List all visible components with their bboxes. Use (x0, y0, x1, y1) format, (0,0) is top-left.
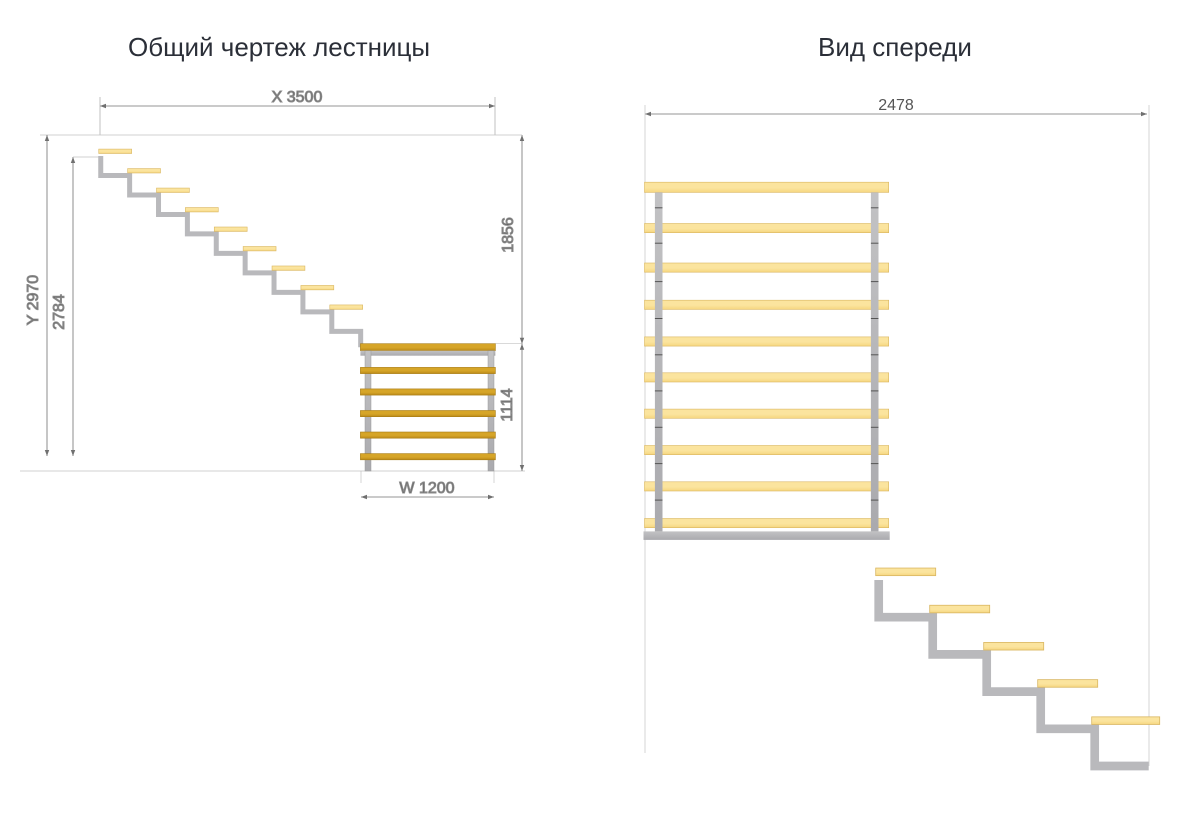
svg-text:1114: 1114 (499, 388, 516, 421)
svg-text:2784: 2784 (51, 294, 68, 330)
svg-text:W 1200: W 1200 (399, 480, 454, 497)
svg-text:X 3500: X 3500 (272, 89, 323, 106)
svg-text:2478: 2478 (878, 97, 914, 114)
svg-text:Y 2970: Y 2970 (25, 275, 42, 326)
svg-text:1856: 1856 (500, 217, 517, 253)
